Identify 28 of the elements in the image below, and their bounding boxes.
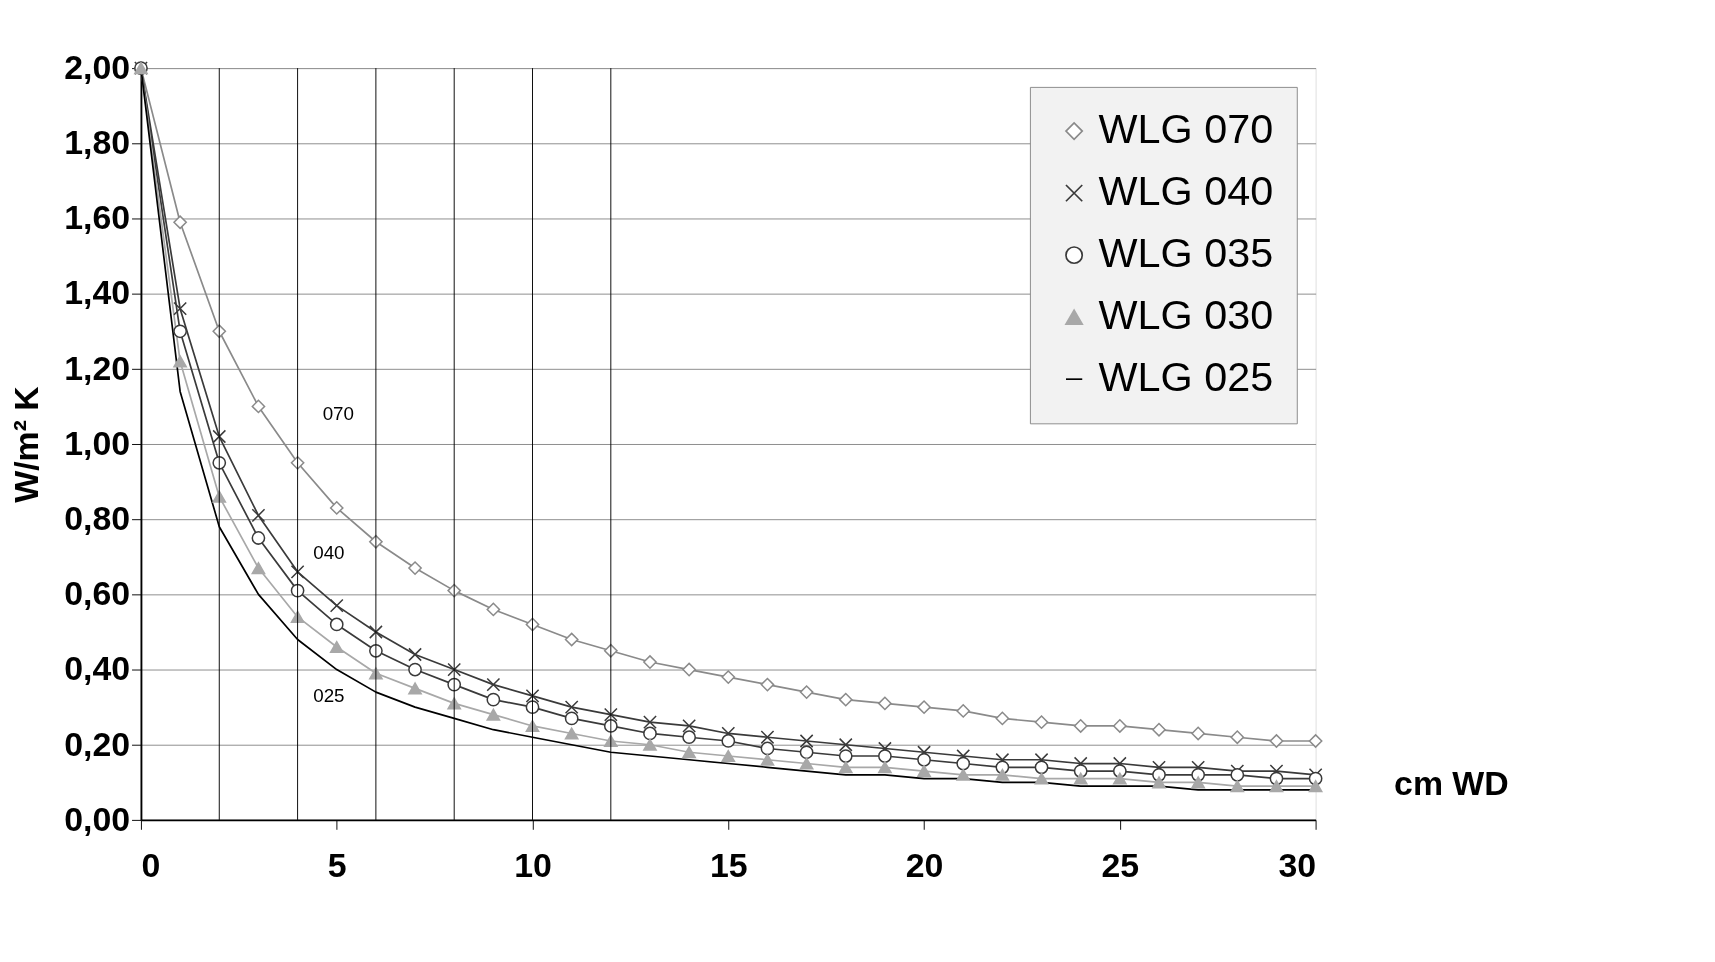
annotation: 070 <box>322 402 354 424</box>
y-axis-title: W/m² K <box>7 385 45 503</box>
y-tick-label: 0,20 <box>64 724 131 763</box>
legend-label: WLG 040 <box>1098 168 1274 215</box>
x-tick-label: 10 <box>514 845 552 884</box>
legend-label: WLG 030 <box>1098 292 1274 339</box>
y-tick-label: 0,80 <box>64 499 131 538</box>
legend-label: WLG 025 <box>1098 354 1274 401</box>
y-tick-label: 0,60 <box>64 574 131 613</box>
legend-label: WLG 070 <box>1098 106 1274 153</box>
x-tick-label: 0 <box>141 845 161 884</box>
x-tick-label: 5 <box>327 845 347 884</box>
annotation: 040 <box>313 541 345 563</box>
y-tick-label: 0,40 <box>64 649 131 688</box>
y-tick-label: 1,80 <box>64 123 131 162</box>
y-tick-label: 1,00 <box>64 423 131 462</box>
x-tick-label: 25 <box>1101 845 1140 884</box>
y-tick-label: 1,40 <box>64 273 131 312</box>
legend-label: WLG 035 <box>1098 230 1274 277</box>
y-tick-label: 1,60 <box>64 198 131 237</box>
y-tick-label: 2,00 <box>64 47 131 86</box>
x-axis-title: cm WD <box>1394 764 1509 803</box>
y-tick-label: 1,20 <box>64 348 131 387</box>
x-tick-label: 20 <box>905 845 944 884</box>
x-tick-label: 30 <box>1278 845 1317 884</box>
annotation: 025 <box>313 684 345 706</box>
x-tick-label: 15 <box>709 845 748 884</box>
y-tick-label: 0,00 <box>64 799 131 838</box>
